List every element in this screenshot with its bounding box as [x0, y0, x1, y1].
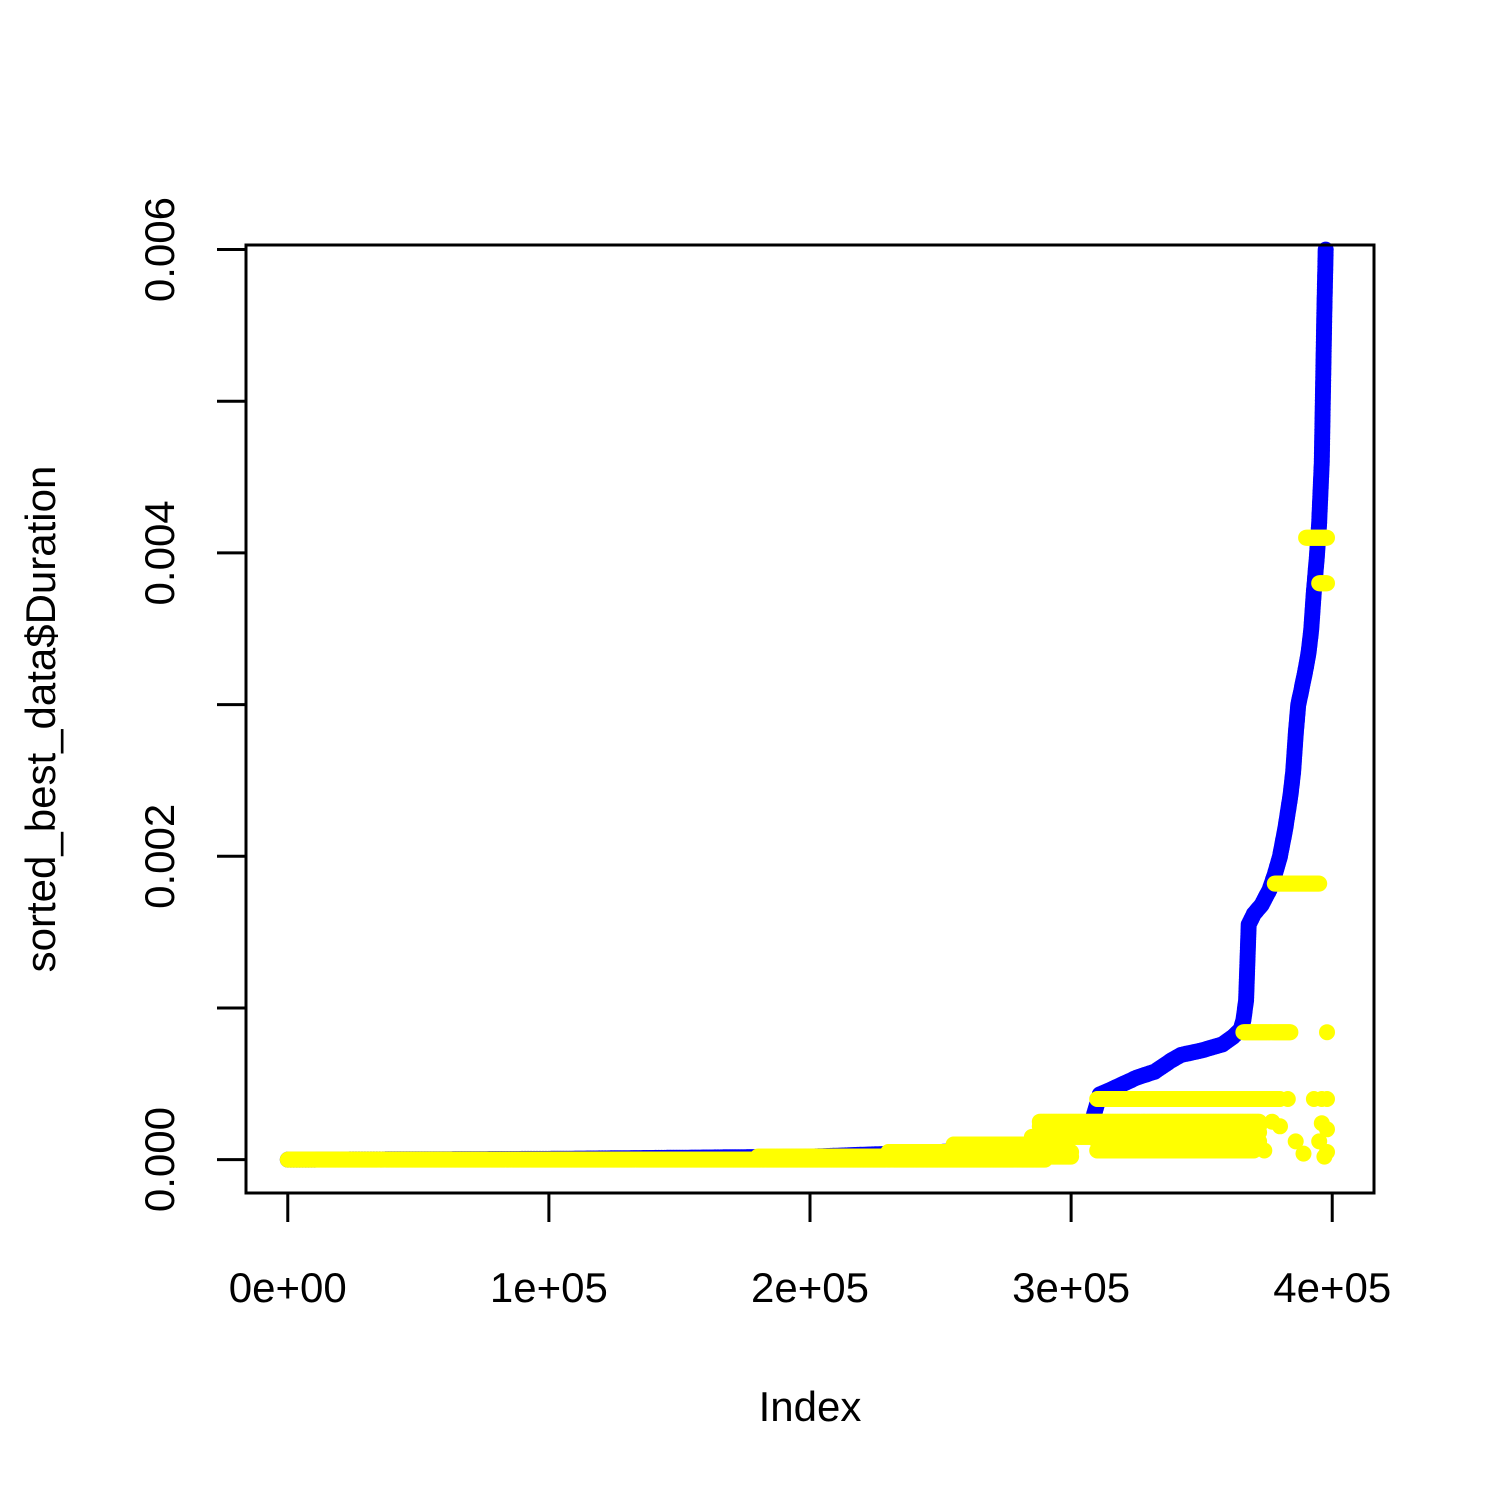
data-point-yellow — [1251, 1113, 1268, 1130]
data-point-yellow — [1256, 1142, 1273, 1159]
y-tick-label: 0.004 — [136, 500, 183, 605]
data-point-yellow — [1319, 1091, 1335, 1107]
data-point-yellow — [1311, 1133, 1328, 1150]
x-tick-label: 0e+00 — [229, 1264, 347, 1311]
data-point-yellow — [1272, 1118, 1288, 1135]
points-layer — [279, 241, 1335, 1168]
y-tick-label: 0.006 — [136, 197, 183, 302]
data-point-yellow — [1311, 875, 1328, 892]
data-point-yellow — [1287, 1133, 1304, 1150]
data-point-yellow — [1279, 1091, 1296, 1107]
data-point-yellow — [1282, 1024, 1299, 1041]
x-tick-label: 1e+05 — [490, 1264, 608, 1311]
y-axis-title: sorted_best_data$Duration — [17, 466, 64, 973]
x-tick-label: 4e+05 — [1273, 1264, 1391, 1311]
data-point-yellow — [1319, 575, 1335, 592]
y-tick-label: 0.002 — [136, 804, 183, 909]
data-point-yellow — [1319, 1024, 1335, 1041]
data-point-yellow — [1313, 1115, 1330, 1132]
x-tick-label: 3e+05 — [1012, 1264, 1130, 1311]
data-point-yellow — [1063, 1144, 1080, 1160]
data-point-yellow — [1319, 529, 1335, 546]
y-tick-label: 0.000 — [136, 1107, 183, 1212]
axes-layer: 0e+00 1e+05 2e+05 3e+05 4e+05 0.000 0.002 0.004… — [136, 197, 1391, 1311]
x-tick-label: 2e+05 — [751, 1264, 869, 1311]
x-axis-title: Index — [759, 1383, 862, 1430]
data-point-yellow — [1295, 1145, 1312, 1162]
